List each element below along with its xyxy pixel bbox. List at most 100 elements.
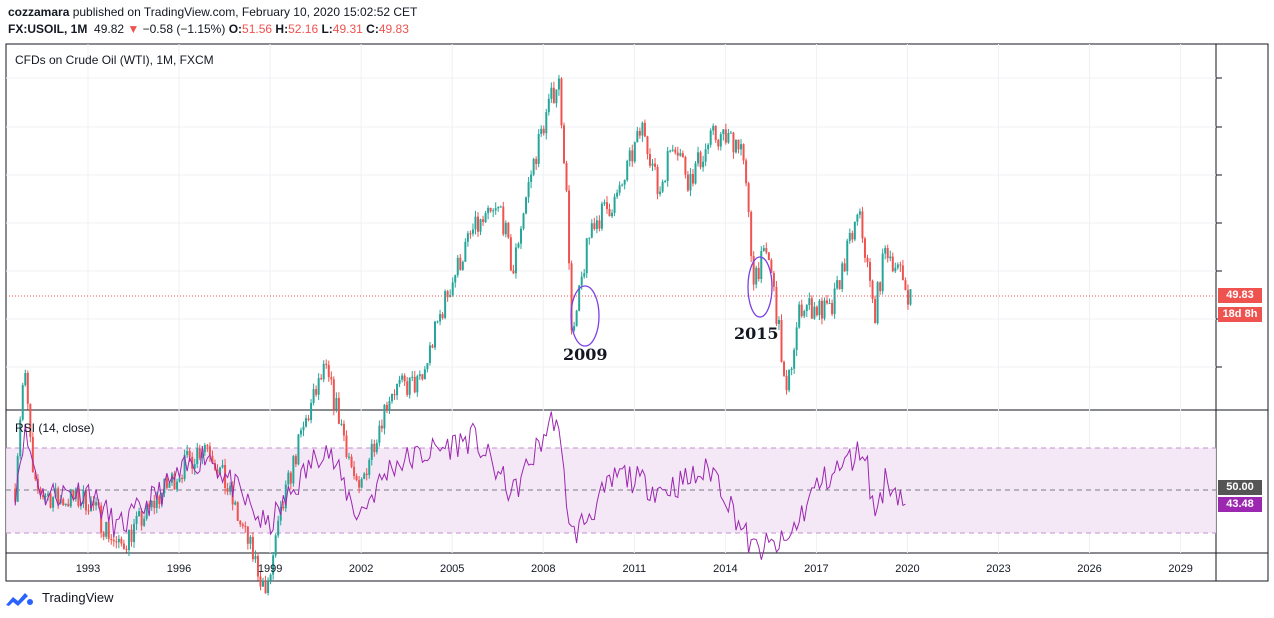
candle-body	[803, 311, 806, 317]
candle-body	[585, 238, 588, 274]
candle-body	[173, 473, 176, 490]
candle-body	[729, 132, 732, 134]
candle-body	[330, 377, 333, 380]
candle-body	[337, 398, 340, 424]
candle-body	[742, 144, 745, 161]
candle-body	[249, 536, 252, 544]
candle-body	[580, 276, 583, 286]
candle-body	[370, 443, 373, 460]
candle-body	[671, 149, 674, 151]
candle-body	[47, 493, 50, 496]
rsi-line	[14, 411, 906, 560]
candle-body	[115, 541, 118, 543]
candle-body	[299, 430, 302, 435]
candle-body	[251, 536, 254, 560]
candle-body	[317, 378, 320, 395]
author-name[interactable]: cozzamara	[8, 5, 70, 19]
candle-body	[626, 160, 629, 180]
candle-body	[557, 78, 560, 90]
candle-body	[573, 326, 576, 331]
candle-body	[325, 363, 328, 365]
candle-body	[64, 503, 67, 506]
candle-body	[322, 363, 325, 380]
candle-body	[176, 481, 179, 490]
candle-body	[772, 272, 775, 287]
candle-body	[694, 163, 697, 184]
down-arrow-icon: ▼	[127, 22, 140, 36]
candle-body	[310, 402, 313, 420]
candle-body	[874, 298, 877, 324]
x-tick-label: 2014	[713, 563, 738, 575]
candle-body	[623, 179, 626, 185]
candle-body	[757, 267, 760, 280]
candle-body	[62, 499, 65, 506]
candle-body	[302, 426, 305, 431]
candle-body	[181, 477, 184, 480]
candle-body	[648, 153, 651, 166]
candle-body	[267, 580, 270, 594]
candle-body	[836, 280, 839, 289]
candle-body	[684, 157, 687, 175]
candle-body	[120, 538, 123, 544]
candle-body	[135, 515, 138, 524]
candle-body	[262, 580, 265, 587]
candle-body	[158, 496, 161, 505]
annotation-2009-ellipse[interactable]	[570, 285, 600, 347]
candle-body	[884, 248, 887, 254]
candle-body	[775, 286, 778, 324]
annotation-2015[interactable]: 2015	[734, 324, 779, 343]
candle-body	[565, 163, 568, 191]
candle-body	[170, 473, 173, 483]
candle-body	[236, 502, 239, 521]
candle-body	[122, 543, 125, 549]
candle-body	[401, 375, 404, 380]
candle-body	[95, 502, 98, 506]
last-price: 49.82	[94, 22, 125, 36]
candle-body	[651, 163, 654, 166]
candle-body	[886, 248, 889, 259]
candle-body	[284, 484, 287, 509]
candle-body	[487, 207, 490, 214]
candle-body	[469, 233, 472, 235]
candle-body	[679, 153, 682, 156]
candle-body	[765, 247, 768, 253]
candle-body	[294, 456, 297, 465]
candle-body	[777, 319, 780, 324]
candle-body	[335, 398, 338, 410]
candle-body	[805, 305, 808, 312]
candle-body	[434, 321, 437, 348]
candle-body	[896, 264, 899, 268]
candle-body	[899, 264, 902, 266]
candle-body	[459, 257, 462, 270]
candle-body	[221, 464, 224, 468]
candle-body	[54, 488, 57, 498]
brand-name[interactable]: TradingView	[42, 590, 114, 605]
candle-body	[312, 389, 315, 403]
candle-body	[843, 263, 846, 272]
open-value: 51.56	[242, 22, 273, 36]
candle-body	[747, 183, 750, 212]
candle-body	[383, 404, 386, 429]
candle-body	[52, 497, 55, 508]
candle-body	[810, 298, 813, 319]
candle-body	[595, 220, 598, 229]
candle-body	[117, 538, 120, 543]
candle-body	[552, 87, 555, 104]
candle-body	[307, 418, 310, 420]
candle-body	[724, 129, 727, 143]
rsi-midline-label: 50.00	[1218, 480, 1262, 495]
candle-body	[542, 128, 545, 134]
candle-body	[762, 247, 765, 251]
candle-body	[21, 385, 24, 420]
annotation-2015-ellipse[interactable]	[747, 256, 773, 318]
candle-body	[67, 503, 70, 507]
candle-body	[44, 495, 47, 498]
candle-body	[380, 425, 383, 429]
candle-body	[274, 535, 277, 556]
annotation-2009[interactable]: 2009	[563, 345, 608, 364]
candle-body	[183, 454, 186, 480]
candle-body	[168, 482, 171, 488]
candle-body	[611, 212, 614, 217]
candle-body	[525, 197, 528, 214]
